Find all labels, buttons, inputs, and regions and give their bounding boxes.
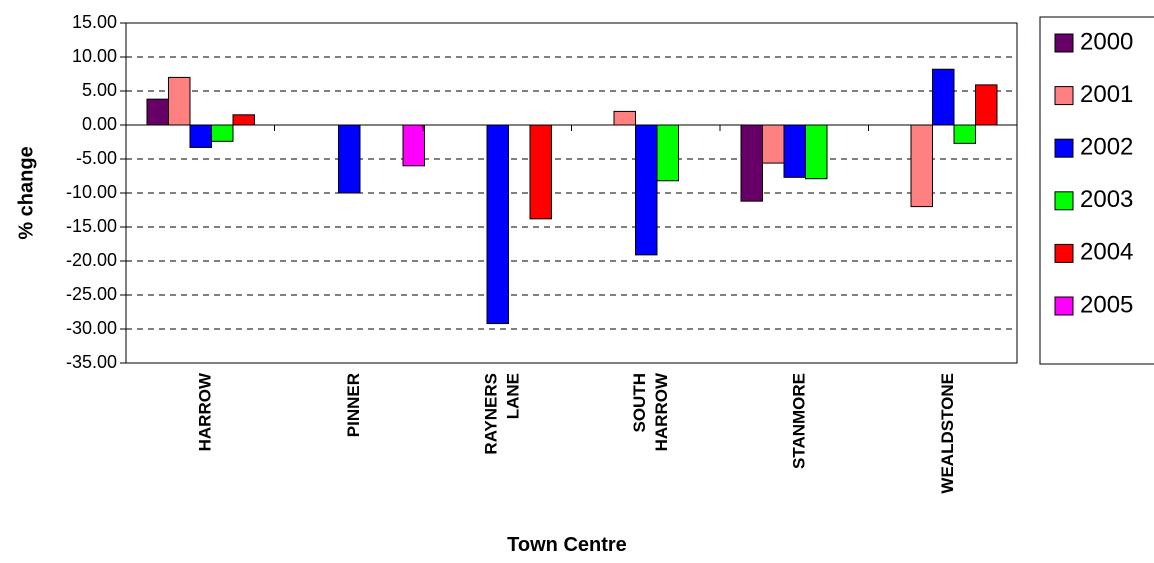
bar-2002 (338, 124, 361, 194)
legend-label-2004: 2004 (1080, 239, 1133, 266)
bar-2002 (189, 124, 212, 148)
y-tick-label: 0.00 (82, 114, 117, 134)
x-category-label: HARROW (652, 372, 671, 451)
x-category-label: LANE (504, 373, 523, 419)
legend-label-2005: 2005 (1080, 291, 1133, 318)
legend-swatch-2005 (1054, 296, 1074, 316)
y-tick-label: 5.00 (82, 80, 117, 100)
bar-2003 (211, 124, 234, 142)
y-tick-label: -10.00 (66, 182, 117, 202)
x-axis-categories: HARROW PINNER RAYNERS LANE SOUTH HARROW STANMO… (196, 125, 957, 494)
y-axis-ticks: 15.00 10.00 5.00 0.00 -5.00 -10.00 -15.00 -20.0… (66, 12, 126, 372)
legend-swatch-2003 (1054, 191, 1074, 211)
y-tick-label: -30.00 (66, 318, 117, 338)
y-tick-label: -20.00 (66, 250, 117, 270)
y-tick-label: -5.00 (76, 148, 117, 168)
x-category-label: SOUTH (630, 373, 649, 433)
bar-2004 (232, 114, 255, 126)
gridlines (126, 56, 1017, 330)
y-tick-label: -25.00 (66, 284, 117, 304)
bar-2001 (168, 76, 191, 126)
bar-2003 (656, 124, 679, 182)
y-tick-label: -35.00 (66, 352, 117, 372)
legend-swatch-2001 (1054, 86, 1074, 106)
bar-2003 (953, 124, 976, 144)
bar-2004 (529, 124, 552, 220)
x-category-label: RAYNERS (482, 373, 501, 455)
x-category-label: STANMORE (790, 373, 809, 469)
legend-swatch-2004 (1054, 243, 1074, 263)
y-tick-label: -15.00 (66, 216, 117, 236)
x-category-label: WEALDSTONE (938, 373, 957, 494)
y-axis-title: % change (15, 146, 37, 239)
legend-label-2003: 2003 (1080, 186, 1133, 213)
bar-2005 (402, 124, 425, 167)
bar-2003 (805, 124, 828, 180)
y-tick-label: 15.00 (72, 12, 117, 32)
bar-2002 (932, 68, 955, 126)
bar-2002 (635, 124, 658, 256)
bar-2004 (975, 84, 998, 126)
legend-label-2002: 2002 (1080, 134, 1133, 161)
bar-2000 (740, 124, 763, 202)
x-category-label: PINNER (344, 373, 363, 437)
bar-2001 (762, 124, 785, 164)
legend-swatch-2002 (1054, 138, 1074, 158)
legend-label-2001: 2001 (1080, 81, 1133, 108)
legend: 2000 2001 2002 2003 2004 2005 (1039, 16, 1154, 365)
legend-label-2000: 2000 (1080, 28, 1133, 55)
y-tick-label: 10.00 (72, 46, 117, 66)
x-axis-title: Town Centre (507, 534, 627, 556)
legend-swatch-2000 (1054, 33, 1074, 53)
x-category-label: HARROW (196, 372, 215, 451)
bar-2000 (146, 98, 169, 126)
bar-2001 (910, 124, 933, 208)
bar-2002 (783, 124, 806, 178)
bar-2001 (613, 110, 636, 126)
bar-2002 (486, 124, 509, 325)
